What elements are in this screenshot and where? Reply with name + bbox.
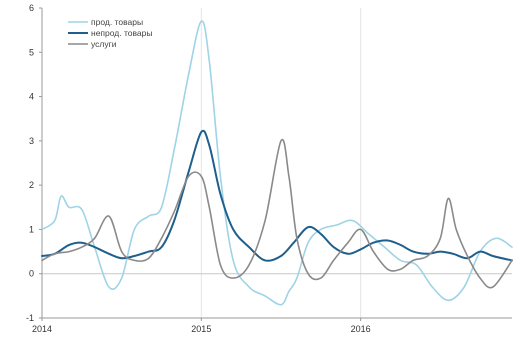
legend-label-services: услуги xyxy=(91,39,117,49)
y-tick-label-6: 6 xyxy=(29,3,34,13)
series-line-nonfood-goods xyxy=(41,129,513,262)
series-lines xyxy=(41,20,513,306)
series-line-services xyxy=(41,138,513,289)
y-tick-label-5: 5 xyxy=(29,47,34,57)
axes xyxy=(41,8,512,319)
y-tick-label-1: 1 xyxy=(29,224,34,234)
legend-label-food-goods: прод. товары xyxy=(91,17,143,27)
y-tick-labels: -1 0 1 2 3 4 5 6 xyxy=(26,3,42,323)
y-tick-label-4: 4 xyxy=(29,92,34,102)
y-tick-label-3: 3 xyxy=(29,136,34,146)
y-tick-label--1: -1 xyxy=(26,313,34,323)
y-tick-label-2: 2 xyxy=(29,180,34,190)
legend-label-nonfood-goods: непрод. товары xyxy=(91,28,152,38)
x-tick-label-2016: 2016 xyxy=(351,324,371,334)
x-tick-label-2015: 2015 xyxy=(191,324,211,334)
x-tick-labels: 2014 2015 2016 xyxy=(32,318,371,334)
y-tick-label-0: 0 xyxy=(29,269,34,279)
grid-lines xyxy=(200,8,362,318)
series-line-food-goods xyxy=(41,20,513,306)
x-tick-label-2014: 2014 xyxy=(32,324,52,334)
